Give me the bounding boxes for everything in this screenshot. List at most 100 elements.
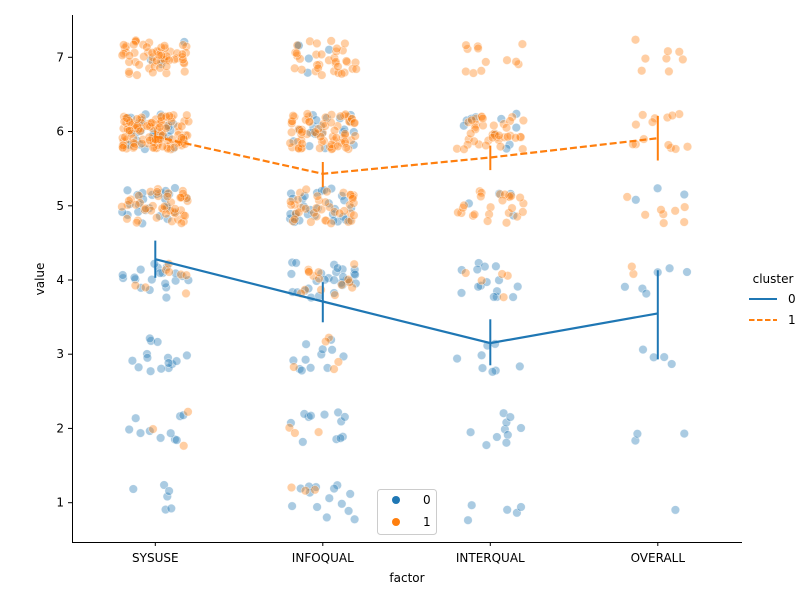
strip-point-cluster-1	[144, 37, 154, 48]
strip-point-cluster-0	[159, 480, 169, 490]
strip-point-cluster-0	[649, 352, 659, 362]
strip-point-cluster-1	[293, 195, 303, 205]
strip-point-cluster-1	[674, 109, 684, 119]
strip-point-cluster-1	[159, 41, 170, 51]
strip-point-cluster-1	[347, 114, 357, 124]
strip-point-cluster-1	[142, 121, 152, 131]
strip-point-cluster-1	[349, 118, 359, 128]
strip-point-cluster-0	[164, 486, 174, 496]
strip-point-cluster-1	[340, 109, 351, 119]
strip-point-cluster-0	[312, 188, 322, 198]
strip-point-cluster-1	[130, 280, 140, 291]
strip-point-cluster-1	[326, 218, 336, 228]
strip-point-cluster-1	[161, 209, 171, 219]
strip-point-cluster-1	[135, 126, 145, 136]
strip-point-cluster-1	[659, 218, 669, 228]
strip-point-cluster-1	[315, 143, 325, 153]
strip-point-cluster-1	[183, 407, 193, 417]
strip-point-cluster-1	[664, 66, 674, 76]
strip-point-cluster-0	[183, 275, 193, 285]
strip-point-cluster-1	[137, 138, 147, 149]
strip-point-cluster-1	[495, 142, 506, 152]
strip-point-cluster-1	[510, 133, 521, 143]
strip-point-cluster-0	[324, 198, 334, 208]
strip-point-cluster-1	[122, 214, 132, 224]
strip-point-cluster-1	[477, 275, 487, 286]
strip-point-cluster-1	[324, 55, 334, 65]
strip-point-cluster-0	[489, 292, 499, 302]
strip-point-cluster-0	[502, 505, 512, 515]
strip-point-cluster-1	[156, 112, 166, 122]
strip-point-cluster-1	[332, 43, 342, 54]
strip-point-cluster-0	[332, 480, 342, 490]
strip-point-cluster-1	[452, 144, 462, 154]
strip-point-cluster-1	[622, 192, 632, 202]
strip-point-cluster-1	[132, 114, 142, 124]
strip-point-cluster-1	[290, 428, 300, 438]
strip-point-cluster-0	[322, 512, 332, 523]
strip-point-cluster-0	[641, 289, 651, 299]
x-tick-label: INFOQUAL	[292, 551, 354, 565]
strip-point-cluster-0	[156, 364, 166, 374]
strip-point-cluster-1	[124, 67, 134, 77]
strip-point-cluster-0	[513, 282, 523, 292]
strip-point-cluster-1	[317, 70, 327, 80]
strip-point-cluster-1	[304, 116, 314, 127]
strip-point-cluster-0	[344, 506, 354, 516]
strip-point-cluster-1	[297, 65, 307, 75]
strip-point-cluster-1	[494, 130, 504, 141]
strip-point-cluster-1	[637, 66, 647, 76]
strip-point-cluster-1	[312, 38, 322, 49]
strip-point-cluster-1	[179, 441, 189, 451]
strip-point-cluster-0	[456, 288, 467, 298]
strip-point-cluster-0	[153, 337, 163, 347]
strip-point-cluster-1	[503, 132, 513, 142]
x-axis-label: factor	[389, 571, 424, 585]
strip-point-cluster-1	[302, 109, 313, 119]
cluster-legend: cluster 0 1	[749, 272, 796, 327]
strip-point-cluster-0	[491, 261, 501, 271]
strip-point-cluster-0	[477, 363, 488, 373]
strip-point-cluster-1	[300, 285, 310, 295]
strip-point-cluster-1	[506, 191, 516, 201]
strip-point-cluster-1	[147, 118, 157, 128]
strip-point-cluster-1	[503, 271, 513, 281]
strip-point-cluster-0	[508, 210, 519, 221]
strip-point-cluster-1	[456, 208, 467, 218]
strip-point-cluster-0	[503, 430, 513, 440]
strip-point-cluster-1	[478, 113, 488, 124]
strip-point-cluster-0	[288, 355, 299, 366]
strip-point-cluster-1	[631, 119, 641, 130]
strip-point-cluster-0	[166, 428, 176, 438]
strip-point-cluster-0	[172, 356, 182, 366]
strip-point-cluster-1	[670, 206, 680, 216]
strip-point-cluster-0	[630, 436, 641, 446]
strip-point-cluster-0	[312, 502, 322, 512]
y-tick-label: 4	[56, 273, 64, 287]
strip-point-cluster-1	[666, 143, 676, 153]
strip-point-cluster-0	[463, 515, 473, 525]
strip-point-cluster-0	[664, 263, 675, 273]
strip-point-cluster-1	[473, 43, 483, 54]
strip-point-cluster-0	[487, 367, 498, 377]
strip-point-cluster-1	[324, 333, 334, 343]
strip-point-cluster-0	[467, 500, 477, 510]
strip-point-cluster-1	[518, 115, 529, 126]
strip-point-cluster-0	[320, 275, 330, 285]
strip-point-cluster-1	[461, 268, 471, 278]
strip-point-cluster-1	[176, 218, 187, 228]
cluster-legend-label-0: 0	[788, 292, 796, 306]
strip-point-cluster-1	[518, 207, 528, 217]
strip-point-cluster-0	[679, 429, 689, 439]
strip-point-cluster-0	[327, 345, 337, 355]
strip-point-cluster-1	[306, 217, 316, 227]
strip-point-cluster-0	[329, 260, 339, 270]
strip-point-cluster-1	[164, 267, 174, 277]
strip-point-cluster-0	[129, 272, 140, 283]
strip-point-cluster-0	[182, 350, 192, 361]
strip-point-cluster-1	[286, 200, 296, 210]
strip-point-cluster-1	[148, 123, 158, 133]
y-tick-label: 5	[56, 199, 64, 213]
strip-point-cluster-1	[118, 123, 129, 133]
strip-point-cluster-0	[164, 358, 174, 368]
